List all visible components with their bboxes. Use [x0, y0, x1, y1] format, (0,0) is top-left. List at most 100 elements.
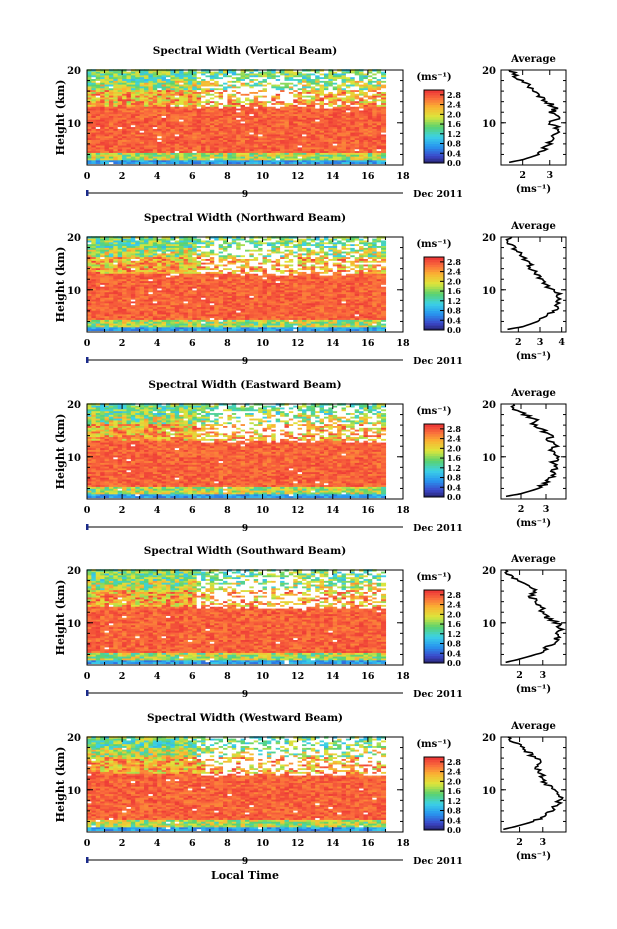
- heatmap-cell: [117, 143, 123, 146]
- heatmap-cell: [214, 93, 220, 96]
- heatmap-cell: [179, 83, 185, 87]
- heatmap-cell: [223, 135, 229, 139]
- heatmap-cell: [231, 161, 237, 165]
- heatmap-cell: [122, 122, 128, 126]
- heatmap-cell: [144, 117, 150, 120]
- heatmap-cell: [161, 124, 167, 128]
- heatmap-cell: [91, 106, 97, 109]
- heatmap-cell: [139, 109, 145, 113]
- heatmap-cell: [144, 76, 150, 80]
- heatmap-cell: [240, 117, 246, 120]
- heatmap-cell: [126, 156, 132, 159]
- heatmap-cell: [179, 106, 185, 109]
- heatmap-cell: [245, 124, 250, 128]
- heatmap-cell: [201, 157, 207, 161]
- heatmap-cell: [91, 130, 97, 133]
- heatmap-cell: [100, 128, 106, 131]
- heatmap-cell: [174, 161, 180, 165]
- heatmap-cell: [100, 80, 106, 83]
- heatmap-cell: [122, 156, 128, 159]
- heatmap-cell: [236, 156, 242, 159]
- heatmap-cell: [87, 161, 92, 165]
- heatmap-cell: [192, 141, 198, 144]
- heatmap-cell: [130, 141, 136, 144]
- heatmap-cell: [170, 141, 176, 144]
- heatmap-cell: [205, 132, 211, 135]
- heatmap-cell: [205, 98, 211, 102]
- heatmap-cell: [117, 117, 123, 120]
- heatmap-cell: [144, 113, 150, 116]
- heatmap-cell: [113, 124, 119, 128]
- heatmap-cell: [201, 137, 207, 141]
- heatmap-cell: [218, 74, 224, 78]
- heatmap-cell: [148, 122, 154, 126]
- heatmap-cell: [113, 80, 119, 83]
- heatmap-cell: [152, 152, 158, 155]
- heatmap-cell: [209, 117, 215, 120]
- heatmap-cell: [117, 106, 123, 109]
- heatmap-cell: [113, 74, 119, 78]
- heatmap-cell: [108, 146, 114, 150]
- heatmap-cell: [170, 137, 176, 141]
- heatmap-cell: [91, 96, 97, 100]
- heatmap-cell: [91, 161, 97, 165]
- heatmap-cell: [240, 111, 246, 115]
- heatmap-cell: [122, 133, 128, 137]
- heatmap-cell: [100, 106, 106, 109]
- heatmap-cell: [122, 135, 128, 139]
- heatmap-cell: [104, 108, 110, 111]
- heatmap-cell: [157, 115, 163, 118]
- heatmap-cell: [130, 139, 136, 142]
- heatmap-cell: [223, 159, 229, 163]
- heatmap-cell: [157, 93, 163, 96]
- heatmap-cell: [144, 74, 150, 78]
- heatmap-cell: [187, 109, 193, 113]
- heatmap-cell: [130, 117, 136, 120]
- heatmap-cell: [170, 119, 176, 122]
- heatmap-cell: [108, 91, 114, 94]
- heatmap-cell: [126, 154, 132, 157]
- heatmap-cell: [214, 133, 220, 137]
- heatmap-cell: [126, 137, 132, 141]
- heatmap-cell: [152, 87, 158, 91]
- heatmap-cell: [100, 82, 106, 85]
- heatmap-cell: [231, 159, 237, 163]
- heatmap-cell: [201, 154, 207, 157]
- heatmap-cell: [170, 106, 176, 109]
- heatmap-cell: [236, 144, 242, 148]
- heatmap-cell: [108, 85, 114, 89]
- heatmap-cell: [205, 89, 211, 92]
- heatmap-cell: [95, 130, 101, 133]
- heatmap-cell: [209, 78, 215, 81]
- colorbar-tick-label: 0.4: [447, 148, 461, 158]
- heatmap-cell: [104, 78, 110, 81]
- heatmap-cell: [144, 143, 150, 146]
- heatmap-cell: [91, 74, 97, 78]
- heatmap-cell: [126, 98, 132, 102]
- heatmap-cell: [236, 139, 242, 142]
- heatmap-cell: [157, 154, 163, 157]
- heatmap-cell: [214, 72, 220, 76]
- heatmap-cell: [223, 100, 229, 104]
- heatmap-cell: [144, 157, 150, 161]
- heatmap-cell: [108, 98, 114, 102]
- heatmap-cell: [218, 132, 224, 135]
- heatmap-cell: [135, 78, 141, 81]
- heatmap-cell: [201, 119, 207, 122]
- heatmap-cell: [126, 146, 132, 150]
- heatmap-cell: [214, 76, 220, 80]
- heatmap-cell: [108, 119, 114, 122]
- heatmap-cell: [166, 78, 171, 81]
- heatmap-cell: [196, 148, 202, 152]
- heatmap-cell: [122, 87, 128, 91]
- heatmap-cell: [196, 93, 202, 96]
- heatmap-cell: [148, 159, 154, 163]
- heatmap-cell: [218, 128, 224, 131]
- heatmap-cell: [236, 120, 242, 124]
- heatmap-cell: [144, 106, 150, 109]
- heatmap-cell: [236, 132, 242, 135]
- heatmap-cell: [108, 117, 114, 120]
- heatmap-cell: [95, 100, 101, 104]
- heatmap-cell: [152, 117, 158, 120]
- heatmap-cell: [161, 143, 167, 146]
